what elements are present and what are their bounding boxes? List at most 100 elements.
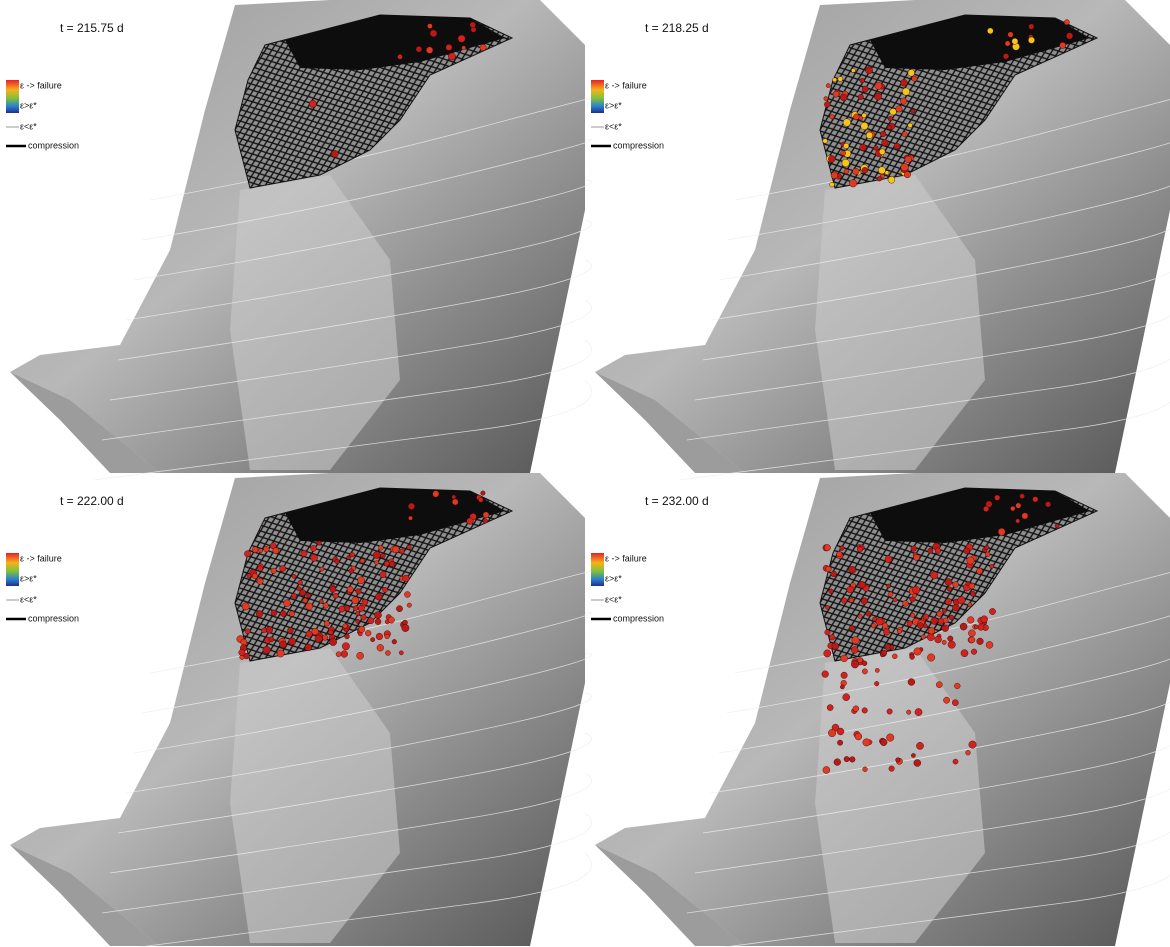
strain-marker <box>861 112 867 118</box>
strain-marker <box>862 668 868 675</box>
contour-line <box>101 812 592 914</box>
strain-marker <box>886 708 893 715</box>
legend-label: ε>ε* <box>20 573 37 583</box>
strain-marker <box>346 586 354 593</box>
strain-marker <box>927 627 936 635</box>
strain-marker <box>401 624 410 632</box>
strain-marker <box>319 566 325 572</box>
strain-marker <box>941 608 947 614</box>
strain-marker <box>952 604 960 612</box>
strain-marker <box>374 560 379 566</box>
strain-marker <box>985 641 994 649</box>
contour-line <box>141 612 592 714</box>
strain-marker <box>399 548 405 554</box>
strain-marker <box>883 628 891 636</box>
strain-marker <box>310 545 317 552</box>
strain-marker <box>372 551 381 559</box>
legend-label: ε>ε* <box>605 573 622 583</box>
strain-marker <box>355 619 360 624</box>
strain-marker <box>907 122 913 128</box>
strain-marker <box>945 598 952 605</box>
legend-label: ε>ε* <box>605 100 622 110</box>
strain-marker <box>936 610 943 617</box>
strain-marker <box>927 653 936 662</box>
strain-marker <box>963 547 970 555</box>
strain-marker <box>861 660 868 666</box>
strain-marker <box>887 116 893 122</box>
strain-marker <box>379 571 387 579</box>
contour-line <box>141 139 592 241</box>
strain-marker <box>831 642 840 650</box>
strain-marker <box>1007 31 1014 38</box>
strain-marker <box>943 696 950 704</box>
strain-marker <box>922 613 930 620</box>
strain-marker <box>910 612 916 618</box>
strain-marker <box>849 625 855 631</box>
strain-marker <box>895 105 903 113</box>
strain-marker <box>291 593 297 599</box>
strain-marker <box>875 617 884 626</box>
strain-marker <box>880 738 888 746</box>
strain-marker <box>311 628 319 636</box>
strain-marker <box>825 605 830 610</box>
strain-marker <box>361 598 369 606</box>
legend-label: compression <box>613 613 664 623</box>
strain-marker <box>862 766 868 772</box>
strain-marker <box>365 630 372 637</box>
strain-marker <box>406 602 412 608</box>
strain-marker <box>837 739 843 746</box>
strain-marker <box>911 75 918 82</box>
strain-marker <box>851 636 860 645</box>
legend-colorbar <box>6 553 19 586</box>
strain-marker <box>316 540 322 546</box>
strain-marker <box>378 545 384 551</box>
legend-label: compression <box>28 613 79 623</box>
strain-marker <box>329 586 337 593</box>
strain-marker <box>842 118 851 127</box>
strain-marker <box>408 515 413 521</box>
strain-marker <box>897 629 902 634</box>
strain-marker <box>342 623 348 629</box>
strain-marker <box>836 727 845 736</box>
strain-marker <box>482 511 490 519</box>
strain-marker <box>841 158 850 167</box>
strain-marker <box>994 494 1001 501</box>
strain-marker <box>349 552 355 558</box>
strain-marker <box>985 500 993 508</box>
strain-marker <box>906 709 912 715</box>
strain-marker <box>1019 493 1025 499</box>
strain-marker <box>357 576 365 585</box>
strain-marker <box>256 577 264 585</box>
strain-marker <box>1066 32 1074 40</box>
strain-marker <box>968 629 976 637</box>
strain-marker <box>968 740 977 749</box>
strain-marker <box>878 166 886 175</box>
strain-marker <box>849 179 858 188</box>
strain-marker <box>873 145 879 151</box>
legend-label: ε<ε* <box>605 594 622 604</box>
strain-marker <box>857 94 864 100</box>
strain-marker <box>824 629 831 636</box>
strain-marker <box>997 528 1006 536</box>
slide-scar <box>815 648 985 943</box>
strain-marker <box>839 545 845 551</box>
strain-marker <box>842 693 850 701</box>
terrain-shadow <box>595 845 745 946</box>
strain-marker <box>857 657 863 663</box>
strain-marker <box>830 570 837 578</box>
strain-marker <box>387 616 395 624</box>
contour-line <box>109 772 592 874</box>
strain-marker <box>367 617 375 625</box>
strain-marker <box>359 558 365 564</box>
strain-marker <box>967 602 973 608</box>
strain-marker <box>832 77 837 83</box>
strain-marker <box>287 627 294 634</box>
strain-marker <box>314 634 323 643</box>
strain-marker <box>884 555 893 563</box>
strain-marker <box>861 85 869 93</box>
strain-marker <box>852 705 860 712</box>
strain-marker <box>829 114 835 120</box>
strain-marker <box>824 101 831 108</box>
strain-marker <box>901 131 908 138</box>
strain-marker <box>913 647 922 656</box>
